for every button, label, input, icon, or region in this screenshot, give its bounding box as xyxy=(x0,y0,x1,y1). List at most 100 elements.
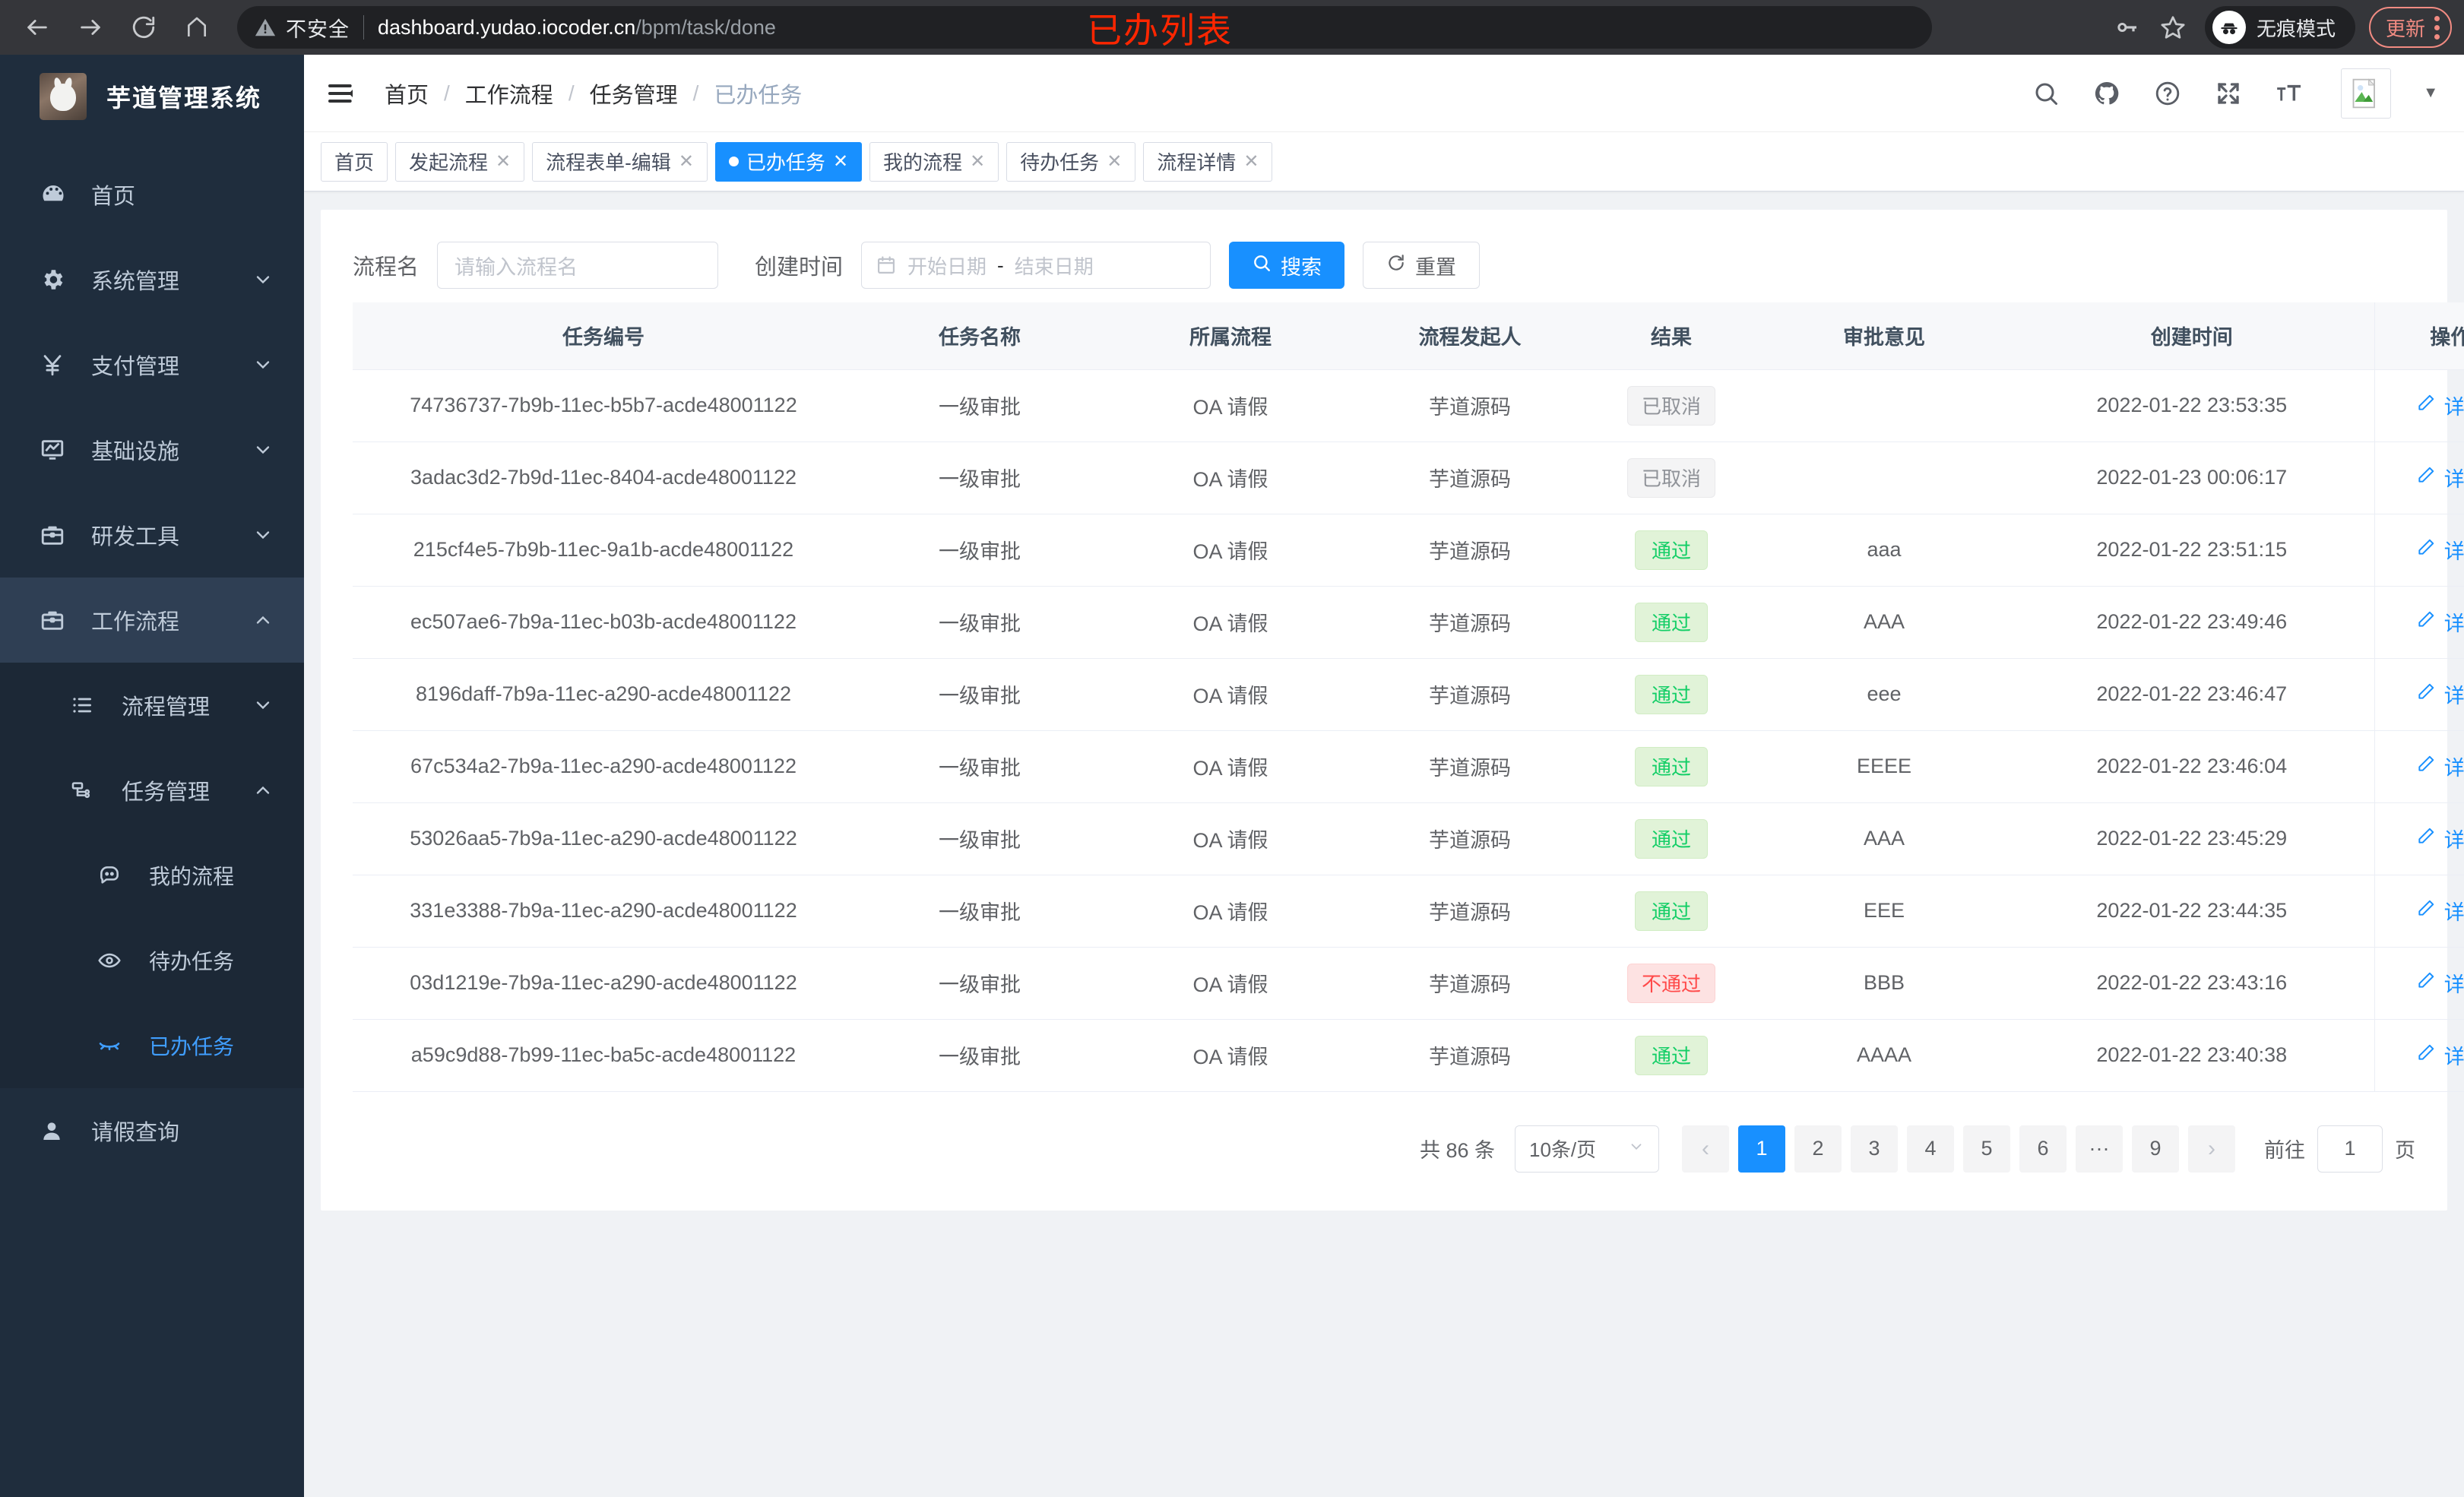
sidebar-item-label: 流程管理 xyxy=(122,695,211,720)
sidebar-toggle-icon[interactable] xyxy=(324,76,359,111)
page-button-3[interactable]: 3 xyxy=(1851,1125,1898,1173)
breadcrumb-item-0[interactable]: 首页 xyxy=(385,83,429,108)
cell-task-id: 3adac3d2-7b9d-11ec-8404-acde48001122 xyxy=(353,442,854,514)
process-name-input[interactable]: 请输入流程名 xyxy=(437,242,719,289)
detail-label: 详情 xyxy=(2443,757,2464,780)
chevron-down-icon xyxy=(252,524,274,546)
close-icon[interactable]: ✕ xyxy=(1243,150,1259,172)
detail-button[interactable]: 详情 xyxy=(2416,535,2464,565)
cell-initiator: 芋道源码 xyxy=(1356,442,1584,514)
sidebar-item-payment[interactable]: 支付管理 xyxy=(0,322,304,407)
edit-pencil-icon xyxy=(2416,465,2436,490)
sidebar-item-leave-query[interactable]: 请假查询 xyxy=(0,1088,304,1173)
tab-home[interactable]: 首页 xyxy=(321,141,388,182)
sidebar-item-todo-tasks[interactable]: 待办任务 xyxy=(0,918,304,1003)
sidebar-item-infrastructure[interactable]: 基础设施 xyxy=(0,407,304,492)
close-icon[interactable]: ✕ xyxy=(832,150,849,172)
chevron-down-icon[interactable]: ▼ xyxy=(2423,84,2438,101)
detail-label: 详情 xyxy=(2443,612,2464,635)
sidebar-item-label: 已办任务 xyxy=(149,1035,235,1059)
cell-create-time: 2022-01-23 00:06:17 xyxy=(2010,442,2374,514)
detail-button[interactable]: 详情 xyxy=(2416,824,2464,853)
page-ellipsis[interactable]: ··· xyxy=(2076,1125,2123,1173)
back-button[interactable] xyxy=(14,4,61,51)
cell-task-name: 一级审批 xyxy=(854,586,1105,659)
incognito-indicator[interactable]: 无痕模式 xyxy=(2204,6,2355,49)
update-button[interactable]: 更新 xyxy=(2368,7,2452,48)
breadcrumb-item-2[interactable]: 任务管理 xyxy=(589,83,678,108)
cell-create-time: 2022-01-22 23:45:29 xyxy=(2010,802,2374,875)
tab-my-process[interactable]: 我的流程 ✕ xyxy=(869,141,999,182)
sidebar-item-label: 我的流程 xyxy=(149,865,235,888)
tab-done-tasks[interactable]: 已办任务 ✕ xyxy=(714,141,863,182)
password-key-icon[interactable] xyxy=(2106,6,2149,49)
detail-button[interactable]: 详情 xyxy=(2416,679,2464,709)
sidebar-item-process-management[interactable]: 流程管理 xyxy=(0,663,304,748)
reset-button[interactable]: 重置 xyxy=(1363,242,1481,289)
eye-closed-icon xyxy=(97,1033,132,1058)
page-button-4[interactable]: 4 xyxy=(1907,1125,1954,1173)
reload-button[interactable] xyxy=(120,4,167,51)
search-icon[interactable] xyxy=(2029,77,2063,110)
page-button-6[interactable]: 6 xyxy=(2019,1125,2067,1173)
sidebar-item-label: 研发工具 xyxy=(91,525,180,549)
detail-button[interactable]: 详情 xyxy=(2416,391,2464,420)
font-size-icon[interactable] xyxy=(2272,77,2306,110)
next-page-button[interactable]: › xyxy=(2188,1125,2235,1173)
tab-process-detail[interactable]: 流程详情 ✕ xyxy=(1143,141,1273,182)
page-size-select[interactable]: 10条/页 xyxy=(1515,1125,1659,1173)
fullscreen-icon[interactable] xyxy=(2212,77,2245,110)
detail-button[interactable]: 详情 xyxy=(2416,752,2464,781)
breadcrumb-item-1[interactable]: 工作流程 xyxy=(464,83,553,108)
sidebar-item-my-process[interactable]: 我的流程 xyxy=(0,833,304,918)
sidebar-item-devtools[interactable]: 研发工具 xyxy=(0,492,304,578)
sidebar-item-home[interactable]: 首页 xyxy=(0,152,304,237)
sidebar-brand[interactable]: 芋道管理系统 xyxy=(0,55,304,138)
chevron-up-icon xyxy=(252,609,274,631)
page-button-9[interactable]: 9 xyxy=(2132,1125,2179,1173)
home-button[interactable] xyxy=(173,4,220,51)
cell-initiator: 芋道源码 xyxy=(1356,369,1584,442)
tab-process-form-edit[interactable]: 流程表单-编辑 ✕ xyxy=(532,141,708,182)
detail-button[interactable]: 详情 xyxy=(2416,968,2464,998)
sidebar-item-done-tasks[interactable]: 已办任务 xyxy=(0,1003,304,1088)
cell-create-time: 2022-01-22 23:51:15 xyxy=(2010,514,2374,587)
sidebar-item-label: 基础设施 xyxy=(91,440,180,464)
help-icon[interactable] xyxy=(2151,77,2184,110)
jump-input[interactable] xyxy=(2317,1125,2383,1173)
close-icon[interactable]: ✕ xyxy=(678,150,694,172)
status-badge: 通过 xyxy=(1635,891,1708,931)
tab-todo-tasks[interactable]: 待办任务 ✕ xyxy=(1006,141,1136,182)
cell-process: OA 请假 xyxy=(1105,802,1356,875)
avatar[interactable] xyxy=(2341,68,2392,119)
cell-task-name: 一级审批 xyxy=(854,730,1105,803)
address-bar[interactable]: 不安全 dashboard.yudao.iocoder.cn/bpm/task/… xyxy=(237,6,1932,49)
chrome-menu-icon[interactable] xyxy=(2434,15,2440,40)
sidebar-item-workflow[interactable]: 工作流程 xyxy=(0,578,304,663)
sidebar-item-system[interactable]: 系统管理 xyxy=(0,237,304,322)
omnibox-divider xyxy=(363,15,364,40)
create-time-range-picker[interactable]: 开始日期 - 结束日期 xyxy=(861,242,1211,289)
detail-button[interactable]: 详情 xyxy=(2416,463,2464,492)
prev-page-button[interactable]: ‹ xyxy=(1682,1125,1729,1173)
close-icon[interactable]: ✕ xyxy=(496,150,511,172)
search-button[interactable]: 搜索 xyxy=(1229,242,1345,289)
close-icon[interactable]: ✕ xyxy=(970,150,986,172)
detail-button[interactable]: 详情 xyxy=(2416,1040,2464,1070)
detail-button[interactable]: 详情 xyxy=(2416,896,2464,926)
page-button-1[interactable]: 1 xyxy=(1738,1125,1785,1173)
cell-result: 通过 xyxy=(1584,802,1759,875)
tab-start-process[interactable]: 发起流程 ✕ xyxy=(395,141,525,182)
app-shell: 芋道管理系统 首页 系统管理 xyxy=(0,55,2464,1497)
close-icon[interactable]: ✕ xyxy=(1107,150,1123,172)
status-badge: 已取消 xyxy=(1626,385,1715,426)
github-icon[interactable] xyxy=(2090,77,2124,110)
detail-button[interactable]: 详情 xyxy=(2416,607,2464,637)
sidebar-item-task-management[interactable]: 任务管理 xyxy=(0,748,304,833)
bookmark-star-icon[interactable] xyxy=(2152,6,2194,49)
forward-button[interactable] xyxy=(67,4,114,51)
page-button-2[interactable]: 2 xyxy=(1794,1125,1842,1173)
page-button-5[interactable]: 5 xyxy=(1963,1125,2010,1173)
start-date-placeholder: 开始日期 xyxy=(907,255,987,278)
table-row: 215cf4e5-7b9b-11ec-9a1b-acde48001122 一级审批… xyxy=(353,514,2464,587)
